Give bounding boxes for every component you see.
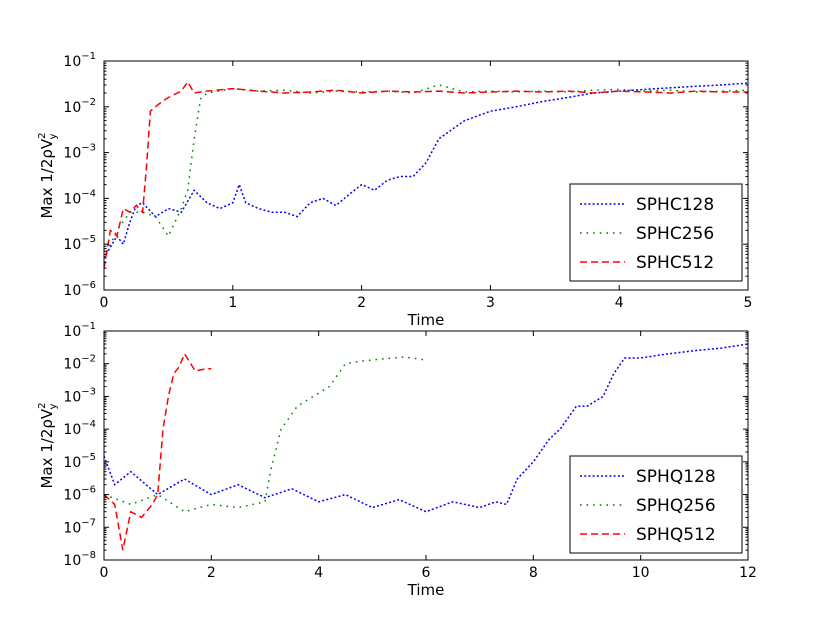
y-tick-label: 10−1 <box>63 51 96 70</box>
y-tick-exponent: −8 <box>81 550 96 561</box>
y-tick-label: 10−6 <box>63 485 96 504</box>
x-tick-label: 4 <box>615 295 624 311</box>
y-tick-base: 10 <box>63 553 81 569</box>
y-tick-base: 10 <box>63 520 81 536</box>
y-tick-base: 10 <box>63 357 81 373</box>
y-axis-label: Max 1/2ρV2y <box>37 402 59 488</box>
y-axis-label-sup: 2 <box>37 132 48 138</box>
y-tick-exponent: −1 <box>81 51 96 62</box>
y-tick-base: 10 <box>63 455 81 471</box>
y-tick-exponent: −4 <box>81 188 96 199</box>
y-tick-base: 10 <box>63 324 81 340</box>
y-tick-base: 10 <box>63 488 81 504</box>
x-tick-label: 2 <box>357 295 366 311</box>
y-tick-label: 10−4 <box>63 188 96 207</box>
y-tick-label: 10−8 <box>63 550 96 569</box>
y-tick-label: 10−5 <box>63 234 96 253</box>
x-tick-label: 6 <box>422 565 431 581</box>
y-tick-exponent: −2 <box>81 354 96 365</box>
x-tick-label: 2 <box>207 565 216 581</box>
y-tick-label: 10−4 <box>63 419 96 438</box>
y-tick-base: 10 <box>63 237 81 253</box>
y-tick-exponent: −6 <box>81 280 96 291</box>
x-tick-label: 12 <box>739 565 757 581</box>
y-tick-base: 10 <box>63 54 81 70</box>
x-tick-label: 8 <box>529 565 538 581</box>
y-tick-label: 10−3 <box>63 386 96 405</box>
y-tick-label: 10−7 <box>63 517 96 536</box>
x-tick-label: 0 <box>100 565 109 581</box>
y-tick-exponent: −5 <box>81 234 96 245</box>
y-tick-label: 10−3 <box>63 143 96 162</box>
legend-label-sphc512: SPHC512 <box>636 253 714 273</box>
y-tick-exponent: −7 <box>81 517 96 528</box>
x-tick-label: 3 <box>486 295 495 311</box>
y-tick-base: 10 <box>63 146 81 162</box>
y-tick-label: 10−5 <box>63 452 96 471</box>
x-tick-label: 5 <box>744 295 753 311</box>
y-tick-exponent: −5 <box>81 452 96 463</box>
y-tick-exponent: −1 <box>81 321 96 332</box>
y-tick-base: 10 <box>63 389 81 405</box>
y-tick-base: 10 <box>63 422 81 438</box>
figure: 0 1 2 3 4 510−610−510−410−310−210−1TimeMax 1/… <box>0 0 830 623</box>
y-tick-label: 10−1 <box>63 321 96 340</box>
x-axis-label: Time <box>407 311 445 329</box>
y-tick-exponent: −3 <box>81 386 96 397</box>
bottom-panel: 0 2 4 6 8 10 1210−810−710−610−510−410−310−210−… <box>37 321 757 599</box>
y-tick-label: 10−2 <box>63 354 96 373</box>
y-tick-exponent: −4 <box>81 419 96 430</box>
x-tick-label: 0 <box>100 295 109 311</box>
y-tick-label: 10−2 <box>63 97 96 116</box>
y-tick-base: 10 <box>63 100 81 116</box>
legend-label-sphq512: SPHQ512 <box>636 525 716 545</box>
y-axis-label: Max 1/2ρV2y <box>37 132 59 218</box>
series-line-sphq512 <box>104 354 211 550</box>
x-axis-label: Time <box>407 581 445 599</box>
legend-label-sphc128: SPHC128 <box>636 195 714 215</box>
y-tick-base: 10 <box>63 191 81 207</box>
x-tick-label: 4 <box>314 565 323 581</box>
legend-label-sphq256: SPHQ256 <box>636 496 716 516</box>
y-axis-label-text: Max 1/2ρV <box>38 408 56 488</box>
y-axis-label-sub: y <box>48 133 59 139</box>
y-tick-exponent: −3 <box>81 143 96 154</box>
x-tick-label: 1 <box>228 295 237 311</box>
legend-label-sphq128: SPHQ128 <box>636 467 716 487</box>
y-tick-exponent: −6 <box>81 485 96 496</box>
series-line-sphq256 <box>104 357 426 512</box>
y-tick-exponent: −2 <box>81 97 96 108</box>
y-axis-label-text: Max 1/2ρV <box>38 138 56 218</box>
x-tick-label: 10 <box>632 565 650 581</box>
y-tick-base: 10 <box>63 283 81 299</box>
y-tick-label: 10−6 <box>63 280 96 299</box>
legend-label-sphc256: SPHC256 <box>636 224 714 244</box>
y-axis-label-sub: y <box>48 403 59 409</box>
y-axis-label-sup: 2 <box>37 402 48 408</box>
